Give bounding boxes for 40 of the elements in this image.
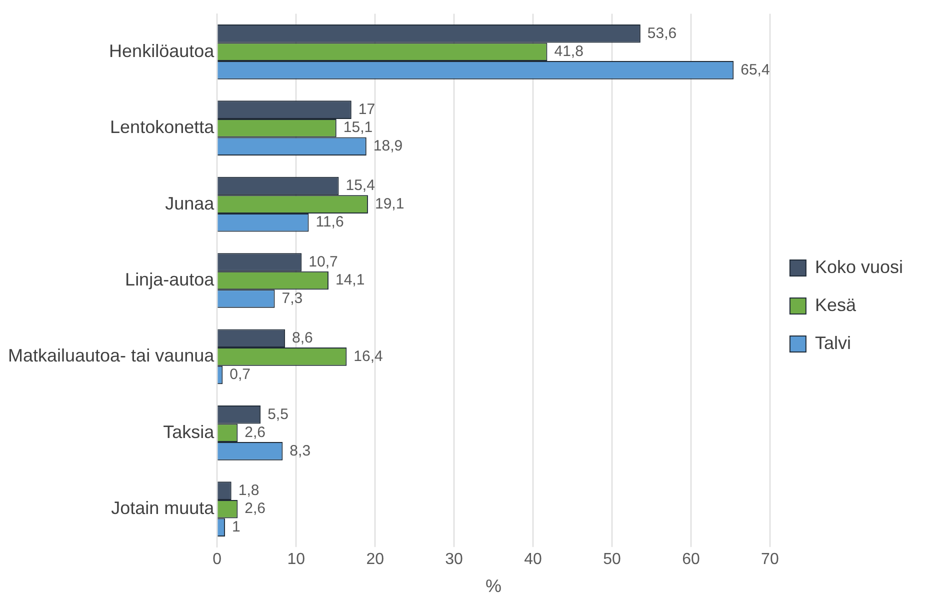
x-tick-label: 0 xyxy=(212,551,222,568)
data-label: 7,3 xyxy=(282,290,303,307)
data-label: 2,6 xyxy=(244,500,266,518)
data-label: 17 xyxy=(358,100,376,118)
data-label: 1 xyxy=(232,518,240,536)
data-label: 10,7 xyxy=(308,253,338,270)
y-tick-label: Henkilöautoa xyxy=(109,40,216,61)
data-label: 2,6 xyxy=(244,424,266,442)
x-tick-label: 60 xyxy=(682,551,700,568)
y-tick-label: Matkailuautoa- tai vaunua xyxy=(8,346,216,366)
data-label: 0,7 xyxy=(230,366,251,384)
legend-label: Koko vuosi xyxy=(814,256,904,277)
y-tick-label: Taksia xyxy=(163,422,216,442)
data-label: 8,6 xyxy=(292,330,313,347)
x-tick-label: 30 xyxy=(445,551,464,568)
legend-label: Kesä xyxy=(814,294,857,315)
data-label: 11,6 xyxy=(316,214,344,231)
y-tick-label: Jotain muuta xyxy=(111,498,216,518)
x-axis-title: % xyxy=(486,576,502,596)
data-label: 53,6 xyxy=(647,24,677,42)
data-label: 65,4 xyxy=(740,61,770,78)
data-label: 41,8 xyxy=(554,43,584,60)
x-tick-label: 10 xyxy=(287,551,306,568)
x-tick-label: 70 xyxy=(761,551,779,568)
x-tick-label: 40 xyxy=(524,551,542,568)
y-tick-label: Lentokonetta xyxy=(110,117,216,138)
legend-label: Talvi xyxy=(814,332,851,353)
data-label: 8,3 xyxy=(290,442,311,460)
y-tick-label: Linja-autoa xyxy=(125,269,216,290)
data-label: 1,8 xyxy=(238,482,260,499)
x-tick-label: 50 xyxy=(603,551,621,568)
data-label: 15,1 xyxy=(343,119,373,136)
data-label: 15,4 xyxy=(346,177,375,194)
data-label: 5,5 xyxy=(268,406,288,423)
x-tick-label: 20 xyxy=(366,551,384,568)
data-label: 16,4 xyxy=(354,348,383,365)
data-label: 19,1 xyxy=(374,195,404,212)
data-label: 14,1 xyxy=(335,272,365,289)
data-label: 18,9 xyxy=(373,138,403,155)
y-tick-label: Junaa xyxy=(165,193,216,214)
